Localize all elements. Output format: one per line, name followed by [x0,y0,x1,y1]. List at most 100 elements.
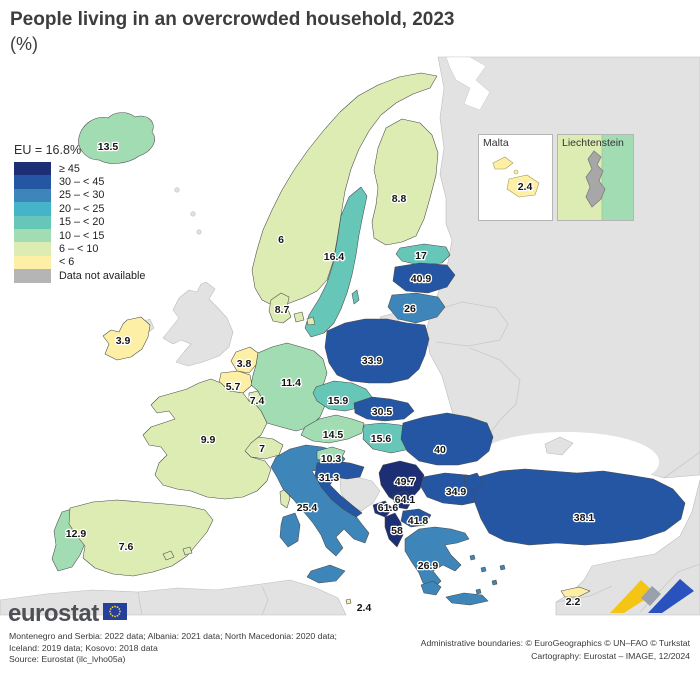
legend-swatch [14,242,51,256]
country-spain [68,499,214,577]
country-slovakia [353,396,415,422]
label-albania: 58 [391,525,403,537]
island-sicily [306,564,346,584]
label-czechia: 15.9 [328,395,349,407]
chevron-yellow [610,580,655,613]
turkey-thrace [463,472,484,492]
label-france: 9.9 [201,434,216,446]
label-denmark: 8.7 [275,304,290,316]
label-cyprus: 2.2 [566,596,581,608]
country-north-macedonia [400,508,432,528]
inset-liechtenstein-map [558,135,633,220]
island-comino [513,169,519,175]
country-latvia [392,262,456,294]
denmark-islands [293,311,316,326]
country-austria [300,414,365,444]
credit-line: Cartography: Eurostat – IMAGE, 12/2024 [531,650,690,661]
label-finland: 8.8 [392,193,407,205]
balearic-islands [162,546,193,561]
region-middle-east [555,479,700,616]
footnote-line: Montenegro and Serbia: 2022 data; Albani… [9,631,337,641]
greece-peloponnese [420,580,442,596]
legend-row: 10 – < 15 [14,228,145,243]
label-iceland: 13.5 [98,141,119,153]
legend-label: 30 – < 45 [59,176,105,189]
legend-swatch [14,162,51,176]
country-germany [250,342,328,432]
border-africa-2 [137,591,143,616]
region-russia-east [425,56,700,479]
label-greece: 26.9 [418,560,439,572]
label-croatia: 31.3 [319,472,340,484]
region-crimea [544,436,574,456]
legend-row: 15 – < 20 [14,215,145,229]
country-sweden [304,186,368,338]
country-romania [400,412,494,466]
legend-label: ≥ 45 [59,162,80,175]
page-title: People living in an overcrowded househol… [10,9,455,30]
label-kosovo: 64.1 [395,494,416,506]
label-switzerland: 7 [259,443,265,455]
chevron-gray [641,586,661,606]
white-sea [445,56,491,111]
value-labels: 13.5 6 16.4 8.8 17 40.9 26 8.7 3.9 3.8 5… [64,140,595,616]
legend-row: 6 – < 10 [14,242,145,256]
shetland-islands [190,211,196,217]
border-caucasus [663,451,700,479]
country-italy [270,444,370,557]
border-ukraine [469,347,521,437]
legend-label: 20 – < 25 [59,202,105,215]
region-bosnia [339,476,381,512]
country-norway [251,72,438,306]
inset-malta-map: 2.4 [492,156,540,198]
label-spain: 7.6 [119,541,134,553]
country-iceland [78,112,155,164]
label-turkey: 38.1 [574,512,595,524]
label-netherlands: 3.8 [237,358,252,370]
legend-label: < 6 [59,256,75,269]
chevron-blue [648,579,694,613]
label-slovakia: 30.5 [372,406,393,418]
legend-label: 10 – < 15 [59,229,105,242]
eurostat-logo: eurostat [8,600,99,627]
country-montenegro [372,500,394,518]
island-gozo [492,156,514,170]
label-austria: 14.5 [323,429,344,441]
credits: Administrative boundaries: © EuroGeograp… [421,637,690,662]
country-malta [345,598,352,605]
country-turkey [472,468,686,546]
label-germany: 11.4 [281,377,301,389]
legend-row: 30 – < 45 [14,175,145,189]
legend-row: 20 – < 25 [14,202,145,216]
border-mideast-2 [555,585,613,603]
border-africa-1 [261,585,269,616]
legend: EU = 16.8% ≥ 45 30 – < 45 25 – < 30 20 –… [14,143,145,283]
label-norway: 6 [278,234,284,246]
country-greece [404,526,470,590]
legend-label: 25 – < 30 [59,189,105,202]
label-sweden: 16.4 [324,251,345,263]
label-slovenia: 10.3 [321,453,342,465]
legend-row: Data not available [14,269,145,283]
country-kosovo [392,490,414,510]
country-cyprus [560,586,591,598]
legend-row: ≥ 45 [14,162,145,176]
island-sardinia [279,512,301,548]
faroe-islands [174,187,180,193]
footnotes: Montenegro and Serbia: 2022 data; Albani… [9,631,337,666]
legend-label: 15 – < 20 [59,216,105,229]
legend-row: < 6 [14,255,145,270]
country-albania [384,512,404,548]
label-latvia: 40.9 [411,273,432,285]
legend-swatch [14,255,51,270]
inset-malta: Malta 2.4 [478,134,553,221]
label-north-macedonia: 41.8 [408,515,429,527]
legend-swatch [14,269,51,283]
label-serbia: 49.7 [395,476,416,488]
legend-swatch [14,228,51,243]
inset-liechtenstein-title: Liechtenstein [562,137,624,149]
country-croatia [314,460,365,518]
title-block: People living in an overcrowded househol… [10,8,455,55]
